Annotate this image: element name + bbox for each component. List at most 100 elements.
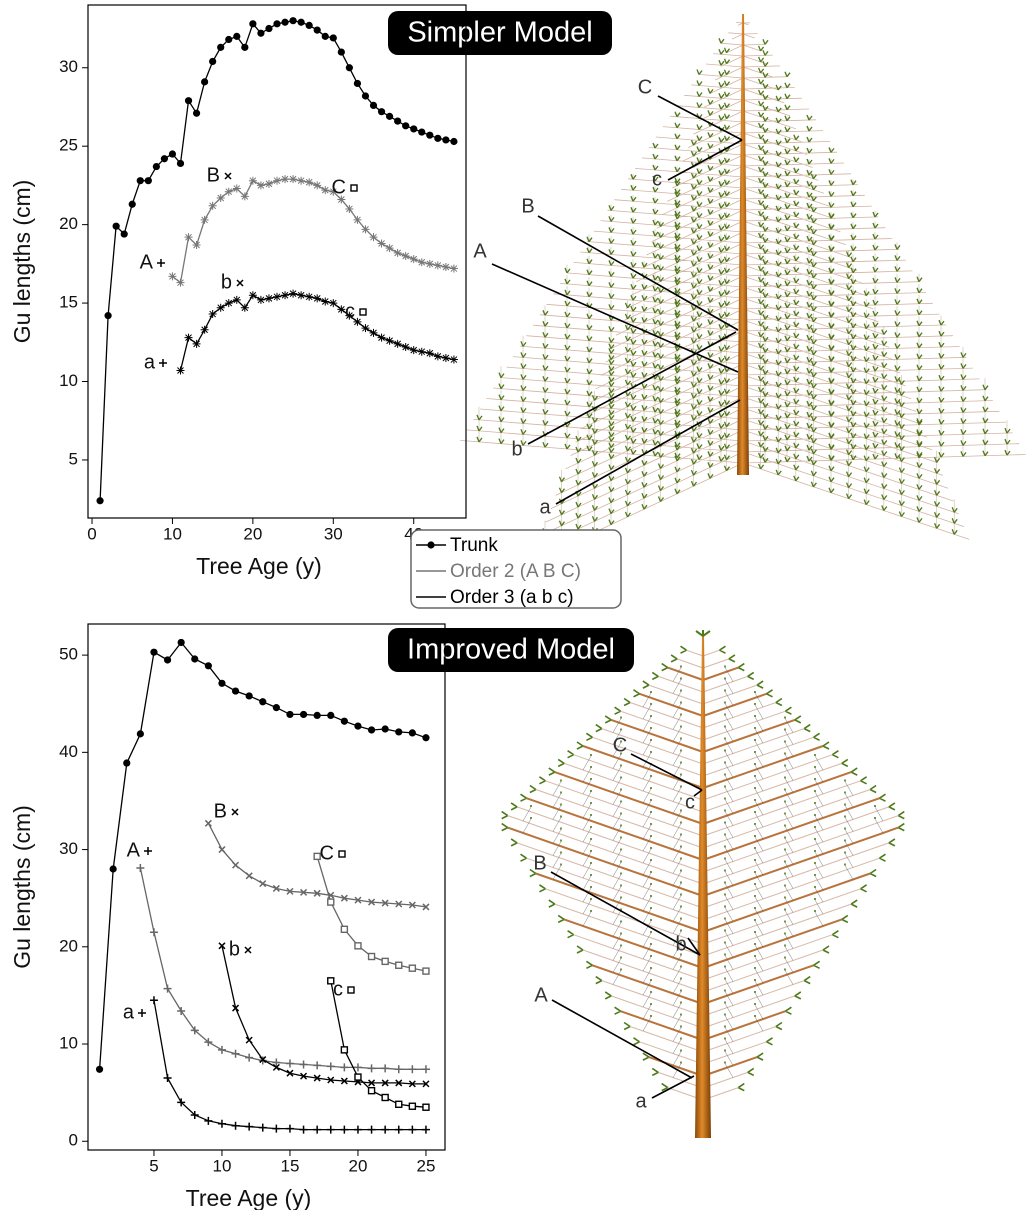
point <box>299 1060 308 1069</box>
point <box>177 1006 186 1015</box>
point <box>408 729 416 737</box>
tree-top <box>695 630 711 637</box>
point <box>381 899 389 907</box>
point <box>395 961 403 969</box>
point <box>422 903 430 911</box>
point <box>395 1100 403 1109</box>
tree-leaves <box>501 645 905 1092</box>
point <box>96 497 104 505</box>
point <box>353 1125 362 1134</box>
point <box>409 346 418 355</box>
point <box>200 325 209 334</box>
point <box>136 177 144 185</box>
leader-line <box>551 999 693 1079</box>
point <box>421 1125 430 1134</box>
point <box>245 1036 253 1044</box>
y-tick-label: 10 <box>59 371 78 390</box>
point <box>300 888 308 896</box>
point <box>422 1103 430 1111</box>
point <box>285 1059 294 1068</box>
point <box>160 155 169 163</box>
point <box>321 297 330 306</box>
point <box>327 1076 335 1084</box>
point <box>256 295 265 304</box>
tree-label: c <box>685 791 695 813</box>
tree-label: a <box>635 1090 647 1112</box>
series-line <box>98 641 427 1070</box>
point <box>326 1062 335 1071</box>
legend-label: Trunk <box>450 535 498 556</box>
annotation-marker <box>347 986 355 994</box>
point <box>208 201 217 210</box>
point <box>217 1119 226 1128</box>
annotation-marker <box>359 308 367 316</box>
point <box>192 241 201 250</box>
point <box>168 150 177 158</box>
annotation-marker <box>236 279 244 287</box>
point <box>340 1125 349 1134</box>
point <box>409 255 418 264</box>
point <box>361 92 370 100</box>
leader-line <box>657 95 743 141</box>
point <box>281 291 290 300</box>
point <box>313 889 321 897</box>
annotation-marker <box>244 946 252 954</box>
point <box>395 900 403 908</box>
point <box>218 942 226 950</box>
annotation: C <box>332 176 346 198</box>
point <box>354 942 362 950</box>
point <box>216 193 225 202</box>
series-line <box>179 293 455 371</box>
leader-line <box>537 215 739 331</box>
chart: 5 10 15 20 25 0 10 20 30 40 50 Tree Age (y) Gu lengt… <box>9 623 446 1210</box>
leader-line <box>630 753 703 791</box>
y-tick-label: 30 <box>59 57 78 76</box>
point <box>394 1125 403 1134</box>
point <box>225 35 233 44</box>
point <box>272 1063 280 1071</box>
point <box>297 18 305 26</box>
point <box>305 292 314 301</box>
x-axis-title: Tree Age (y) <box>196 553 322 579</box>
point <box>204 819 212 827</box>
point <box>163 656 172 664</box>
point <box>264 294 273 303</box>
point <box>192 109 201 117</box>
point <box>377 239 386 248</box>
point <box>163 1074 172 1083</box>
point <box>257 29 265 37</box>
point <box>245 872 253 880</box>
y-tick-label: 0 <box>69 1131 78 1150</box>
x-tick-label: 25 <box>416 1156 435 1175</box>
point <box>209 57 217 66</box>
point <box>441 262 450 271</box>
x-tick-label: 15 <box>280 1156 299 1175</box>
point <box>433 352 442 361</box>
point <box>381 1079 389 1087</box>
point <box>408 1102 417 1110</box>
model-title: Improved Model <box>407 634 615 666</box>
point <box>299 1125 308 1134</box>
point <box>218 679 226 687</box>
point <box>112 222 120 230</box>
point <box>109 865 117 873</box>
point <box>191 655 199 663</box>
point <box>233 32 241 40</box>
y-tick-label: 50 <box>59 645 78 664</box>
point <box>313 1074 321 1082</box>
tree-label: B <box>521 195 534 217</box>
annotation-marker <box>338 850 346 858</box>
point <box>368 1079 376 1087</box>
point <box>272 884 280 892</box>
point <box>176 278 185 287</box>
x-tick-label: 30 <box>324 524 343 543</box>
point <box>369 328 378 337</box>
point <box>410 125 418 133</box>
series-line <box>99 20 455 501</box>
y-tick-label: 25 <box>59 136 78 155</box>
point <box>394 117 402 125</box>
x-tick-label: 0 <box>87 524 96 543</box>
x-axis-title: Tree Age (y) <box>186 1185 312 1210</box>
point <box>259 698 267 706</box>
point <box>259 880 267 888</box>
